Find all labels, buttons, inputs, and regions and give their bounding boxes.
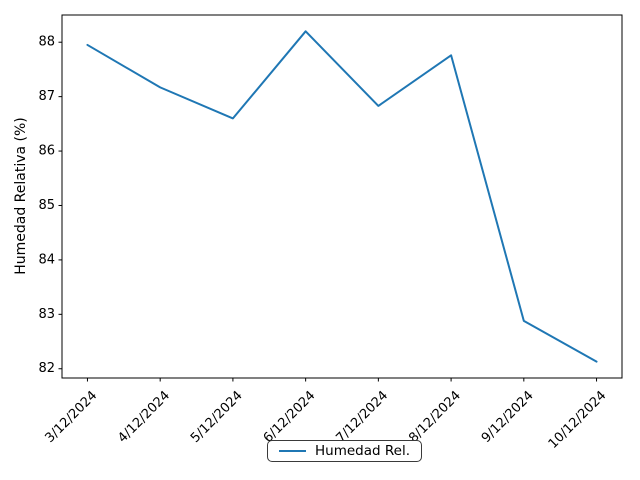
y-tick-label: 86 [38, 144, 55, 159]
y-tick-label: 88 [38, 35, 55, 50]
x-tick-label: 10/12/2024 [546, 388, 610, 452]
x-tick-label: 7/12/2024 [333, 388, 391, 446]
y-tick-label: 82 [38, 361, 55, 376]
legend: Humedad Rel. [267, 440, 422, 462]
y-tick-label: 85 [38, 198, 55, 213]
plot-border [61, 14, 623, 379]
y-axis: 82 83 84 85 86 87 88 [38, 35, 62, 376]
y-tick-label: 84 [38, 252, 55, 267]
y-tick-label: 87 [38, 89, 55, 104]
y-tick-label: 83 [38, 307, 55, 322]
y-axis-label: Humedad Relativa (%) [13, 117, 29, 275]
x-tick-label: 9/12/2024 [479, 388, 537, 446]
x-tick-label: 6/12/2024 [261, 388, 319, 446]
x-tick-label: 8/12/2024 [406, 388, 464, 446]
x-tick-label: 5/12/2024 [188, 388, 246, 446]
humedad-line [86, 30, 598, 363]
x-tick-label: 4/12/2024 [115, 388, 173, 446]
legend-label: Humedad Rel. [315, 443, 410, 459]
x-tick-label: 3/12/2024 [43, 388, 101, 446]
legend-line-icon [279, 450, 306, 452]
